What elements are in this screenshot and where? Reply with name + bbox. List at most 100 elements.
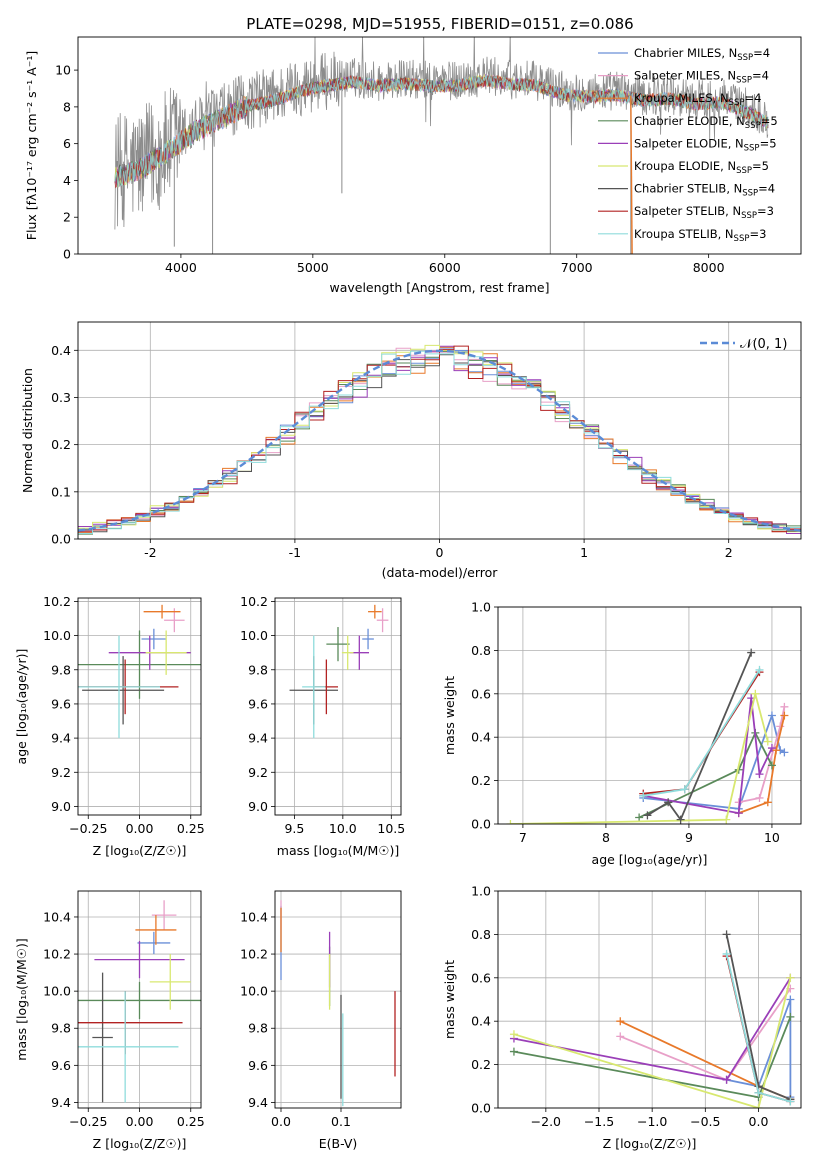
legend-text: =4 [758,182,775,196]
y-tick-label: 9.4 [248,731,268,746]
legend-entry: Kroupa ELODIE, NSSP=5 [634,159,769,176]
legend-entry: Chabrier MILES, NSSP=4 [634,46,770,63]
legend-subscript: SSP [742,189,758,199]
legend-subscript: SSP [736,76,752,86]
x-tick-label: −0.5 [690,1114,720,1129]
y-tick-label: 10.0 [43,984,71,999]
legend-text: Kroupa ELODIE, N [634,159,736,173]
weight-point-marker [643,811,652,820]
weight-point-marker [763,798,772,807]
weight-point-marker [722,1075,731,1084]
x-tick-label: −1.0 [637,1114,667,1129]
legend-text: =3 [757,204,774,218]
weight-point-marker [751,689,760,698]
y-tick-label: 0.6 [471,970,491,985]
weight-point-marker [763,737,772,746]
weight-point-marker [780,748,789,757]
x-axis-label: E(B-V) [319,1136,358,1151]
legend-text: =3 [749,227,766,241]
legend-entry: 𝒩(0, 1) [740,337,787,352]
y-tick-label: 9.8 [51,662,71,677]
legend-text: =4 [752,69,769,83]
y-tick-label: 0.4 [471,730,491,745]
x-axis-label: mass [log₁₀(M/M☉)] [277,843,399,858]
weight-point-marker [754,1088,763,1097]
legend-text: =5 [752,159,769,173]
weight-point-marker [780,711,789,720]
legend-text: =5 [760,136,777,150]
legend-entry: Chabrier ELODIE, NSSP=5 [634,114,778,131]
x-tick-label: 9.5 [284,821,304,836]
y-tick-label: 8 [63,99,71,114]
y-tick-label: 0.2 [471,773,491,788]
legend-text: =5 [761,114,778,128]
mass-vs-metallicity-panel: −0.25 0.00 0.25 9.4 9.6 9.8 10.0 10.2 10.4 Z [log… [14,890,205,1151]
x-tick-label: 0.00 [126,1114,154,1129]
y-tick-label: 0.1 [51,484,71,499]
axes-frame [77,890,202,1109]
y-tick-label: 10.0 [240,984,268,999]
x-tick-label: 7 [519,830,527,845]
y-tick-label: 0.3 [51,390,71,405]
legend-subscript: SSP [741,211,757,221]
legend-subscript: SSP [744,143,760,153]
y-tick-label: 0.8 [471,643,491,658]
legend-text: Salpeter MILES, N [634,69,736,83]
y-tick-label: 9.6 [51,1058,71,1073]
x-tick-label: 0.0 [749,1114,769,1129]
figure-title: PLATE=0298, MJD=51955, FIBERID=0151, z=0… [246,15,633,33]
plot-area [509,930,795,1108]
weight-point-marker [506,820,515,824]
y-tick-label: 9.2 [51,765,71,780]
weight-point-marker [754,1104,763,1108]
weight-point-marker [786,1012,795,1021]
legend-subscript: SSP [737,53,753,63]
x-axis-label: Z [log₁₀(Z/Z☉)] [93,843,187,858]
x-tick-label: 0.25 [177,821,205,836]
legend-text: Chabrier STELIB, N [634,182,742,196]
x-tick-label: 0 [436,545,444,560]
y-tick-label: 9.8 [51,1021,71,1036]
y-tick-label: 10 [55,63,71,78]
y-tick-label: 9.6 [248,1058,268,1073]
y-tick-label: 9.8 [248,662,268,677]
x-tick-label: 8000 [693,260,725,275]
weight-point-marker [722,949,731,958]
y-tick-label: 9.4 [51,731,71,746]
legend-text: =4 [744,91,761,105]
axes-frame [274,890,402,1109]
weight-point-marker [767,761,776,770]
mass-vs-ebv-panel: 0.0 0.1 9.4 9.6 9.8 10.0 10.2 10.4 E(B-V) [240,890,402,1151]
legend-subscript: SSP [745,121,761,131]
y-tick-label: 9.8 [248,1021,268,1036]
x-axis-label: wavelength [Angstrom, rest frame] [329,280,549,295]
y-tick-label: 6 [63,136,71,151]
y-axis-label: Flux [fλ10⁻¹⁷ erg cm⁻² s⁻¹ A⁻¹] [24,51,39,240]
y-axis-label: age [log₁₀(age/yr)] [14,649,29,765]
weight-point-marker [772,746,781,755]
weight-point-marker [786,995,795,1004]
y-tick-label: 0.0 [471,1101,491,1116]
y-tick-label: 0.4 [471,1014,491,1029]
y-tick-label: 1.0 [471,884,491,899]
legend-entry: Salpeter STELIB, NSSP=3 [634,204,774,221]
weight-point-marker [616,1032,625,1041]
y-axis-label: mass weight [442,960,457,1039]
weight-point-marker [755,793,764,802]
y-axis-label: Normed distribution [20,368,35,493]
y-tick-label: 1.0 [471,600,491,615]
legend-text: Chabrier MILES, N [634,46,737,60]
weight-series-line [646,652,753,822]
weight-point-marker [639,791,648,800]
spectrum-panel: 4000 5000 6000 7000 8000 0 2 4 6 8 10 wavelength [A… [24,36,802,295]
x-tick-label: −0.25 [69,1114,107,1129]
y-axis-label: mass [log₁₀(M/M☉)] [14,938,29,1060]
x-axis-label: Z [log₁₀(Z/Z☉)] [93,1136,187,1151]
x-axis-label: Z [log₁₀(Z/Z☉)] [603,1136,697,1151]
weight-series-line [738,715,786,814]
axes-frame [274,597,402,816]
y-tick-label: 10.2 [240,947,268,962]
x-tick-label: 10.5 [377,821,405,836]
x-tick-label: -2 [144,545,156,560]
